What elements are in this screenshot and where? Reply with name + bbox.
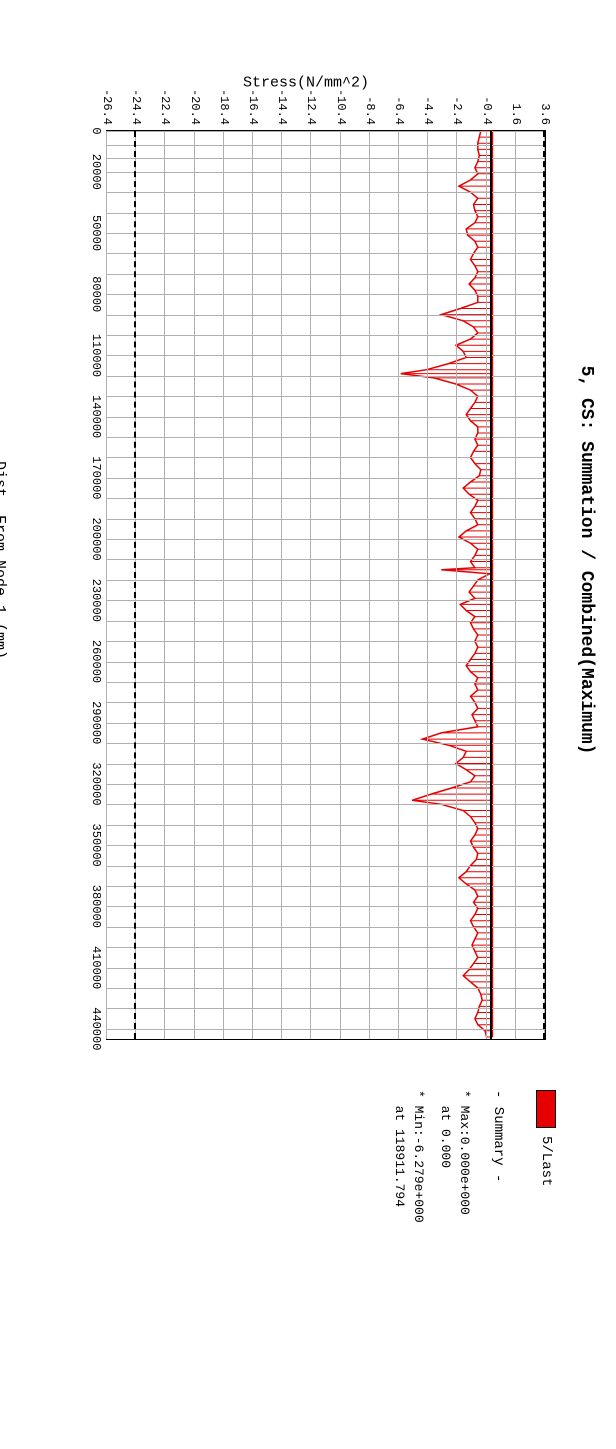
chart-title: 5, CS: Summation / Combined(Maximum): [576, 60, 596, 1060]
y-tick-label: -18.4: [217, 89, 231, 131]
x-tick-label: 110000: [89, 334, 107, 377]
y-tick-label: -14.4: [275, 89, 289, 131]
summary-min-line2: at 118911.794: [390, 1090, 407, 1430]
x-tick-label: 440000: [89, 1007, 107, 1050]
x-tick-label: 0: [89, 127, 107, 134]
y-tick-label: -4.4: [421, 96, 435, 131]
x-tick-label: 350000: [89, 824, 107, 867]
summary-max-line1: * Max:0.000e+000: [455, 1090, 472, 1430]
chart-rotated-container: 5, CS: Summation / Combined(Maximum) Str…: [0, 0, 616, 1449]
legend-swatch: [536, 1090, 556, 1128]
y-tick-label: -12.4: [304, 89, 318, 131]
y-tick-label: -2.4: [450, 96, 464, 131]
x-tick-label: 140000: [89, 395, 107, 438]
y-tick-label: 3.6: [538, 103, 552, 131]
x-tick-label: 260000: [89, 640, 107, 683]
plot-area: -26.4-24.4-22.4-20.4-18.4-16.4-14.4-12.4…: [106, 130, 546, 1040]
x-tick-label: 380000: [89, 885, 107, 928]
y-tick-label: -6.4: [392, 96, 406, 131]
x-tick-label: 170000: [89, 456, 107, 499]
data-series: [107, 131, 545, 1039]
x-tick-label: 20000: [89, 154, 107, 190]
y-tick-label: -8.4: [363, 96, 377, 131]
y-tick-label: -26.4: [100, 89, 114, 131]
summary-title: - Summary -: [490, 1090, 506, 1430]
summary-min-line1: * Min:-6.279e+000: [409, 1090, 426, 1430]
x-tick-label: 230000: [89, 579, 107, 622]
plot-wrap: 5, CS: Summation / Combined(Maximum) Str…: [26, 60, 586, 1060]
x-tick-label: 290000: [89, 701, 107, 744]
y-tick-label: -10.4: [334, 89, 348, 131]
page: 5, CS: Summation / Combined(Maximum) Str…: [0, 0, 616, 1449]
legend-label: 5/Last: [538, 1136, 554, 1186]
legend: 5/Last - Summary - * Max:0.000e+000 at 0…: [388, 1090, 556, 1430]
y-tick-label: -22.4: [158, 89, 172, 131]
summary-max-line2: at 0.000: [436, 1090, 453, 1430]
x-tick-label: 320000: [89, 762, 107, 805]
x-tick-label: 50000: [89, 215, 107, 251]
y-tick-label: -0.4: [480, 96, 494, 131]
x-tick-label: 80000: [89, 276, 107, 312]
y-tick-label: -20.4: [188, 89, 202, 131]
legend-entry: 5/Last: [536, 1090, 556, 1430]
x-axis-label: Dist. From Node 1 (mm): [0, 60, 8, 1060]
x-tick-label: 200000: [89, 517, 107, 560]
y-tick-label: -16.4: [246, 89, 260, 131]
y-tick-label: 1.6: [509, 103, 523, 131]
y-tick-label: -24.4: [129, 89, 143, 131]
x-tick-label: 410000: [89, 946, 107, 989]
